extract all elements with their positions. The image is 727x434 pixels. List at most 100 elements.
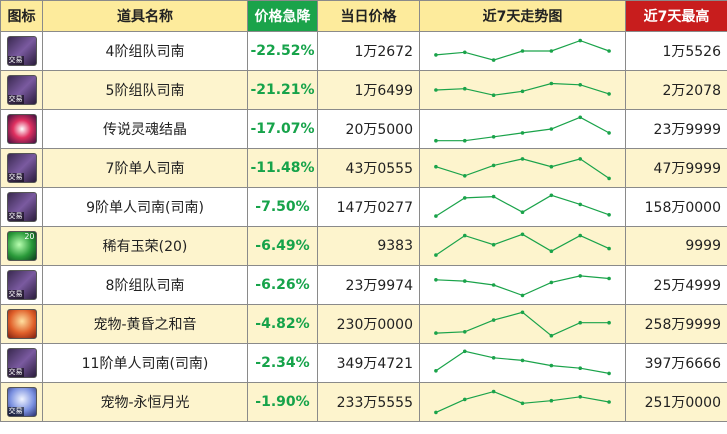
trend-point [520, 49, 525, 53]
trend-sparkline [434, 310, 611, 338]
trend-point [578, 233, 583, 238]
trend-point [434, 278, 438, 282]
today-price: 9383 [317, 226, 420, 266]
scope-icon: 交易 [6, 348, 37, 378]
scope-icon: 交易 [6, 270, 37, 300]
table-row: 交易 5阶组队司南 -21.21% 1万6499 2万2078 [0, 70, 727, 110]
today-price: 43万0555 [317, 148, 420, 188]
trend-point [607, 131, 611, 135]
trend-point [434, 138, 438, 143]
trend-point [462, 50, 467, 55]
trend-point [549, 280, 554, 285]
today-price: 20万5000 [317, 109, 420, 149]
trend-point [434, 214, 438, 218]
trade-tag: 交易 [7, 56, 24, 65]
trend-sparkline [434, 349, 611, 376]
trend-sparkline [434, 232, 611, 257]
trend-line [435, 233, 610, 256]
item-icon-cell [0, 109, 43, 149]
table-body: 交易 4阶组队司南 -22.52% 1万2672 1万5526 交易 5阶组队司南 -21.2… [0, 31, 727, 422]
trend-point [549, 127, 554, 131]
scope-icon: 交易 [6, 75, 37, 105]
item-icon-cell: 交易 [0, 343, 43, 383]
trend-cell [419, 109, 626, 149]
header-row: 图标 道具名称 价格急降 当日价格 近7天走势图 近7天最高 [0, 0, 727, 32]
today-price: 147万0277 [317, 187, 420, 227]
trend-cell [419, 70, 626, 110]
price-drop: -7.50% [247, 187, 318, 227]
today-price: 1万2672 [317, 31, 420, 71]
trend-sparkline [434, 274, 611, 298]
trend-point [607, 92, 611, 96]
scope-icon: 交易 [6, 192, 37, 222]
table-row: 20 稀有玉荣(20) -6.49% 9383 9999 [0, 226, 727, 266]
trend-point [491, 242, 496, 247]
trend-line [435, 350, 610, 374]
item-name: 5阶组队司南 [42, 70, 248, 110]
trend-point [578, 38, 583, 43]
item-icon-cell: 交易 [0, 148, 43, 188]
trend-point [462, 196, 467, 200]
item-icon-cell: 交易 [0, 187, 43, 227]
trend-point [549, 49, 554, 53]
item-icon-cell: 交易 [0, 31, 43, 71]
trend-point [578, 320, 583, 325]
trend-point [520, 293, 525, 298]
table-row: 交易 4阶组队司南 -22.52% 1万2672 1万5526 [0, 31, 727, 71]
today-price: 349万4721 [317, 343, 420, 383]
trend-cell [419, 31, 626, 71]
trend-point [578, 202, 583, 207]
trend-point [434, 410, 438, 415]
seven-day-max: 251万0000 [625, 382, 727, 422]
seven-day-max: 9999 [625, 226, 727, 266]
trend-point [607, 276, 611, 281]
price-drop: -4.82% [247, 304, 318, 344]
item-name: 宠物-黄昏之和音 [42, 304, 248, 344]
trend-point [491, 194, 496, 199]
item-name: 宠物-永恒月光 [42, 382, 248, 422]
trend-point [462, 397, 467, 402]
trend-cell [419, 265, 626, 305]
trend-point [462, 349, 467, 354]
trend-point [520, 358, 525, 363]
soul-icon [6, 114, 37, 144]
price-drop: -6.26% [247, 265, 318, 305]
trend-line [435, 275, 610, 297]
trend-point [462, 86, 467, 91]
trend-line [435, 82, 610, 96]
header-price-drop: 价格急降 [247, 0, 318, 32]
trend-point [491, 93, 496, 97]
item-name: 9阶单人司南(司南) [42, 187, 248, 227]
trade-tag: 交易 [7, 173, 24, 182]
price-drop-table: 图标 道具名称 价格急降 当日价格 近7天走势图 近7天最高 交易 4阶组队司南 -… [0, 0, 727, 422]
trade-tag: 交易 [7, 212, 24, 221]
item-icon-cell: 交易 [0, 265, 43, 305]
trend-sparkline [434, 389, 611, 415]
trend-point [578, 157, 583, 161]
jade-icon: 20 [6, 231, 37, 261]
trend-point [520, 89, 525, 94]
trend-point [549, 363, 554, 368]
trend-point [491, 318, 496, 322]
today-price: 233万5555 [317, 382, 420, 422]
seven-day-max: 1万5526 [625, 31, 727, 71]
trend-point [520, 210, 525, 214]
trend-point [607, 371, 611, 376]
trend-point [462, 174, 467, 178]
seven-day-max: 158万0000 [625, 187, 727, 227]
trend-point [578, 366, 583, 370]
header-icon: 图标 [0, 0, 43, 32]
table-row: 交易 7阶单人司南 -11.48% 43万0555 47万9999 [0, 148, 727, 188]
price-drop: -22.52% [247, 31, 318, 71]
item-name: 4阶组队司南 [42, 31, 248, 71]
table-row: 宠物-黄昏之和音 -4.82% 230万0000 258万9999 [0, 304, 727, 344]
table-row: 交易 8阶组队司南 -6.26% 23万9974 25万4999 [0, 265, 727, 305]
trend-point [520, 401, 525, 406]
trend-point [491, 163, 496, 168]
trend-sparkline [434, 81, 611, 97]
table-row: 交易 11阶单人司南(司南) -2.34% 349万4721 397万6666 [0, 343, 727, 383]
trend-point [434, 331, 438, 335]
trade-tag: 交易 [7, 95, 24, 104]
header-item-name: 道具名称 [42, 0, 248, 32]
table-row: 交易 9阶单人司南(司南) -7.50% 147万0277 158万0000 [0, 187, 727, 227]
